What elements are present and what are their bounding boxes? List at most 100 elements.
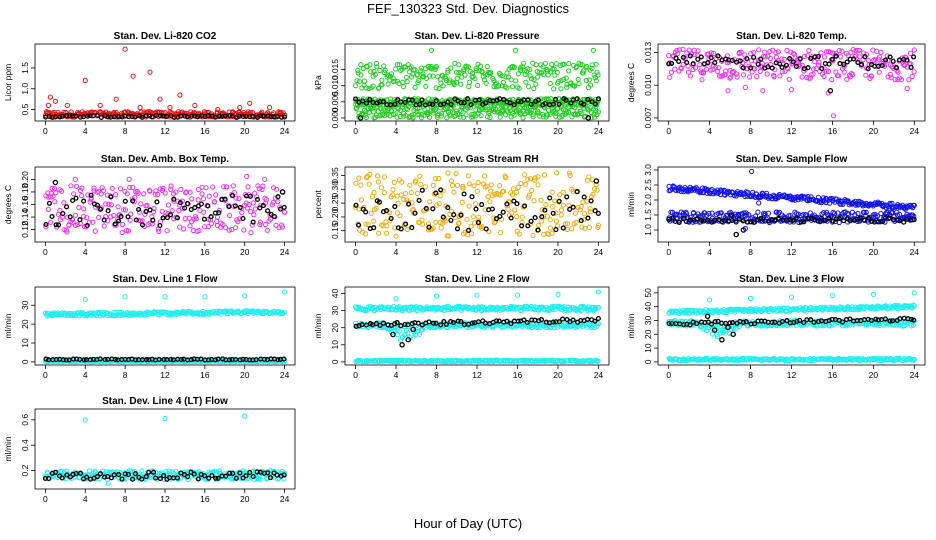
data-point [416, 197, 422, 203]
data-point [460, 185, 466, 191]
data-point [426, 224, 432, 230]
data-point [708, 55, 714, 61]
data-point [533, 81, 539, 87]
data-point [43, 224, 49, 230]
outlier-point [167, 104, 173, 111]
data-point [857, 54, 863, 60]
outlier-point [192, 102, 198, 109]
data-point [497, 183, 503, 189]
data-point [462, 72, 468, 78]
data-point [568, 100, 574, 106]
data-point [173, 189, 179, 195]
data-point [165, 202, 172, 208]
data-point [582, 96, 588, 103]
data-point [438, 225, 444, 231]
data-point [381, 174, 387, 180]
data-point [208, 221, 215, 227]
data-point [531, 77, 537, 83]
y-tick-label: 30 [643, 315, 653, 325]
data-point [818, 50, 824, 56]
data-point [384, 223, 390, 229]
data-point [189, 113, 195, 119]
data-point [121, 207, 127, 213]
data-point [419, 187, 425, 193]
data-point [588, 82, 594, 88]
data-point [206, 193, 212, 199]
data-point [130, 198, 136, 204]
data-point [514, 201, 520, 207]
data-point [124, 191, 130, 197]
x-tick-label: 0 [666, 247, 671, 257]
outlier-point [52, 179, 59, 186]
data-point [433, 219, 439, 225]
data-point [275, 194, 281, 200]
data-point [684, 59, 690, 66]
outlier-point [830, 113, 837, 119]
data-point [458, 81, 464, 87]
data-point [683, 218, 689, 225]
data-point [713, 64, 719, 70]
data-point [876, 69, 882, 75]
data-point [116, 218, 122, 224]
data-point [451, 189, 457, 195]
data-point [379, 82, 385, 88]
data-point [423, 205, 429, 211]
data-point [476, 97, 482, 103]
data-point [363, 231, 369, 237]
data-point [579, 62, 585, 68]
data-point [57, 114, 63, 120]
data-point [100, 188, 107, 194]
data-point [459, 199, 465, 205]
data-point [490, 106, 496, 112]
data-point [526, 84, 532, 90]
x-tick-label: 0 [353, 247, 358, 257]
data-point [425, 227, 431, 233]
data-point [699, 77, 705, 83]
data-point [448, 208, 455, 214]
data-point [727, 75, 733, 81]
data-point [454, 182, 461, 188]
data-point [258, 202, 264, 208]
data-point [560, 189, 566, 195]
data-point [805, 65, 811, 71]
data-point [911, 47, 917, 53]
data-point [422, 102, 428, 108]
data-point [542, 207, 548, 213]
data-point [862, 54, 868, 60]
data-point [535, 74, 541, 80]
data-point [60, 210, 66, 217]
data-point [433, 63, 439, 70]
data-point [882, 57, 889, 63]
data-point [474, 188, 480, 194]
data-point [122, 113, 128, 119]
y-tick-label: 0.35 [330, 167, 340, 184]
y-tick-label: 30 [20, 300, 30, 310]
data-point [744, 56, 750, 62]
data-point [535, 97, 541, 103]
data-point [469, 194, 475, 200]
data-point [398, 192, 404, 198]
data-point [213, 192, 219, 198]
data-point [133, 217, 139, 223]
outlier-point [262, 176, 268, 182]
data-point [583, 77, 589, 84]
data-point [471, 183, 477, 189]
data-point [556, 101, 562, 107]
data-point [48, 219, 54, 225]
data-point [139, 114, 145, 120]
data-point [468, 102, 474, 108]
data-point [556, 78, 562, 85]
data-point [561, 61, 567, 67]
y-axis-label: degrees C [626, 63, 636, 102]
data-point [841, 61, 847, 67]
data-point [491, 215, 497, 221]
data-point [523, 181, 529, 187]
data-point [900, 61, 907, 68]
data-point [392, 101, 398, 107]
x-tick-label: 4 [83, 370, 88, 380]
data-point [262, 222, 269, 228]
data-point [112, 221, 118, 227]
data-point [139, 222, 146, 228]
outlier-point [45, 102, 52, 109]
data-point [728, 74, 734, 80]
